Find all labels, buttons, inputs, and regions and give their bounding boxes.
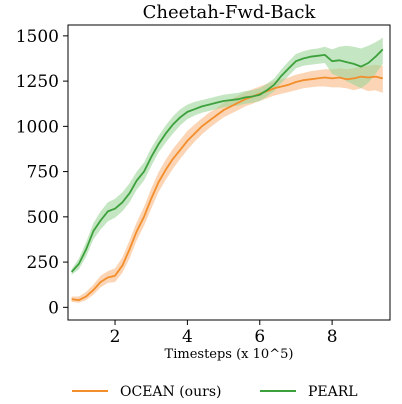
y-tick-label: 500 [27, 208, 59, 228]
y-tick-label: 1000 [16, 117, 59, 137]
x-tick-label: 6 [254, 327, 265, 347]
y-tick-label: 250 [27, 253, 59, 273]
x-axis-ticks: 2 4 6 8 [110, 320, 338, 347]
ocean-ours-confidence-band [71, 64, 383, 303]
x-tick-label: 8 [327, 327, 338, 347]
confidence-bands [71, 37, 383, 303]
x-tick-label: 4 [182, 327, 193, 347]
plot-frame [67, 24, 391, 321]
pearl-series-line [70, 48, 384, 273]
x-axis-label: Timesteps (x 10^5) [165, 347, 294, 362]
x-tick-label: 2 [110, 327, 121, 347]
y-axis-ticks: 0 250 500 750 1000 1250 1500 [16, 27, 68, 318]
ocean-ours-series-line [71, 75, 384, 302]
y-tick-label: 1250 [16, 72, 59, 92]
series-lines [70, 48, 384, 302]
legend: OCEAN (ours) PEARL [72, 384, 358, 400]
chart-title: Cheetah-Fwd-Back [143, 2, 317, 23]
ocean-ours-legend-label: OCEAN (ours) [120, 384, 221, 400]
y-tick-label: 0 [48, 298, 59, 318]
y-tick-label: 750 [27, 163, 59, 183]
pearl-legend-label: PEARL [308, 384, 358, 400]
y-tick-label: 1500 [16, 27, 59, 47]
pearl-confidence-band [71, 37, 383, 275]
